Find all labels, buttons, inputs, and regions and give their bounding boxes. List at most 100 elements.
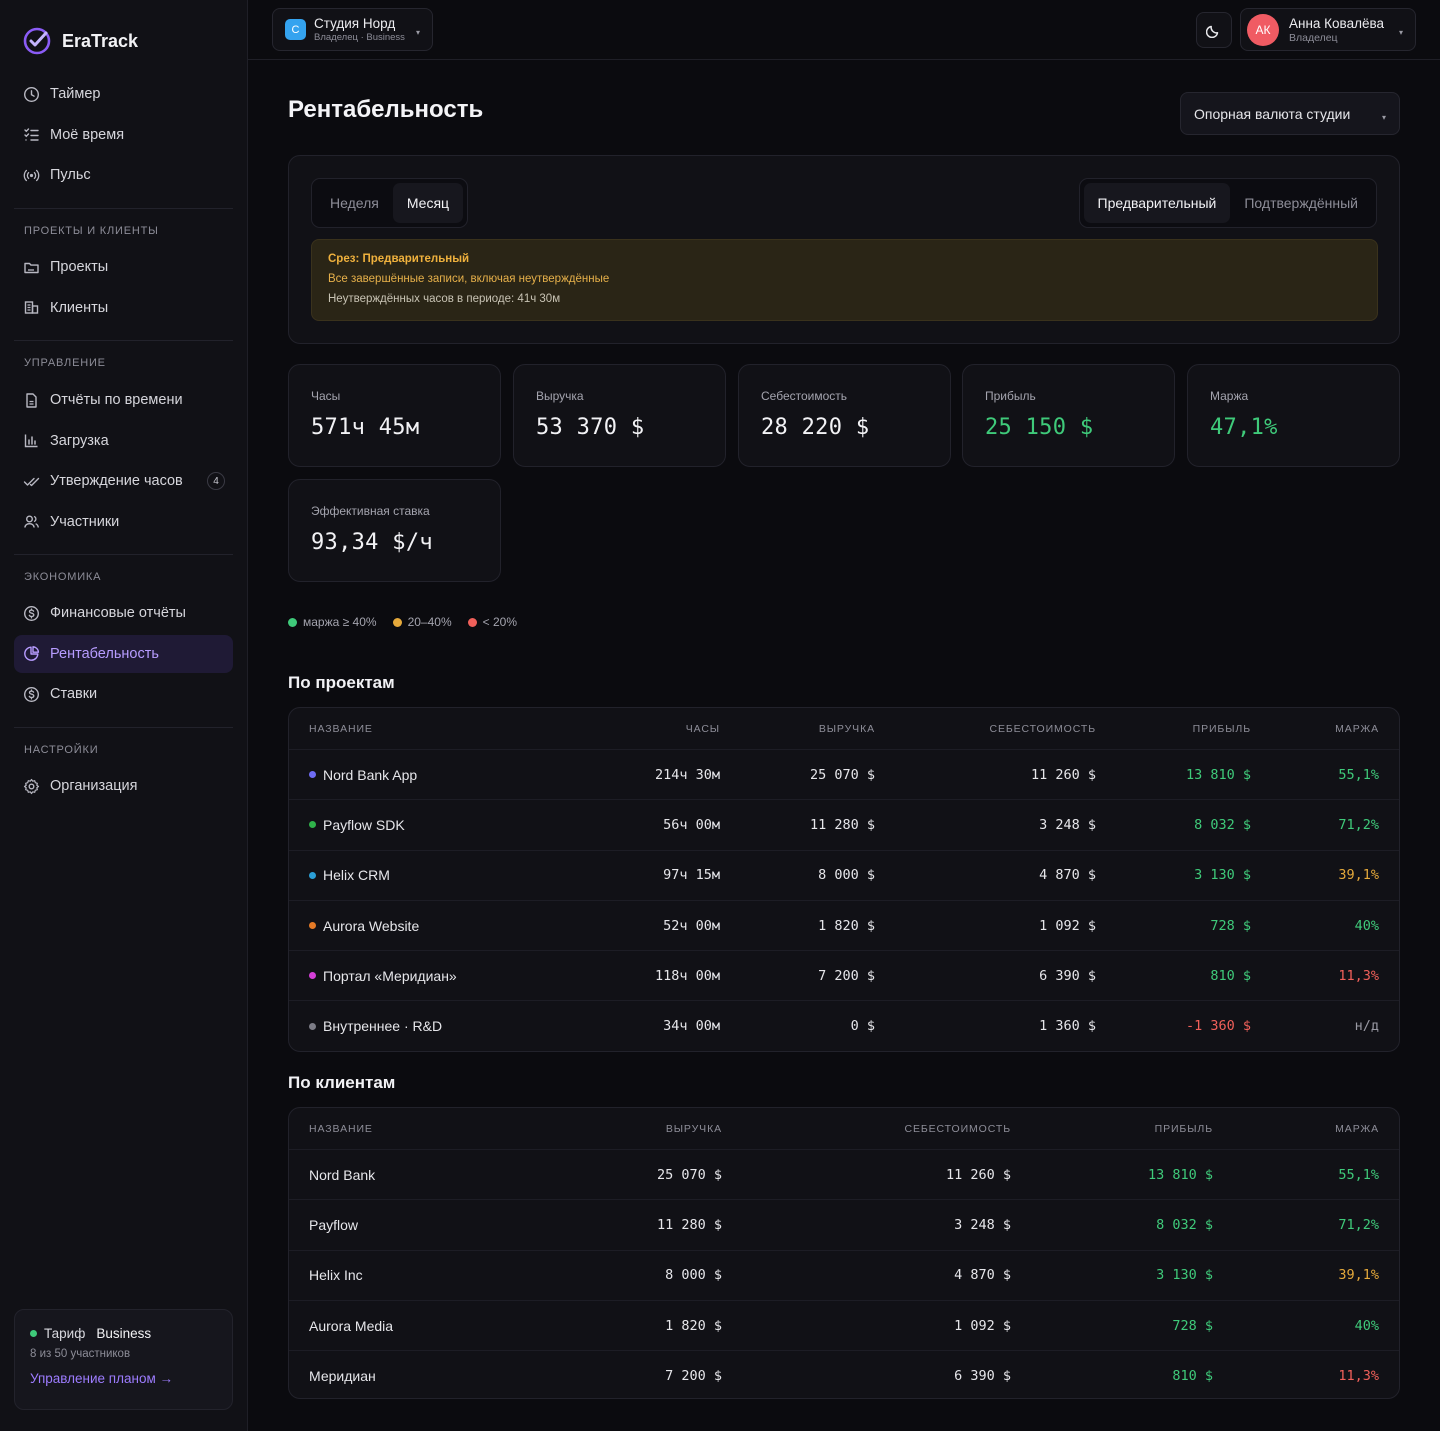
kpi-label: Маржа [1210, 389, 1249, 403]
sidebar-item-label: Утверждение часов [50, 473, 183, 489]
row-name-cell: Портал «Меридиан» [309, 951, 457, 1000]
cell-revenue: 7 200 $ [665, 1367, 722, 1384]
cell-margin: 55,1% [1338, 1166, 1379, 1183]
cell-margin: н/д [1354, 1018, 1379, 1035]
page-title: Рентабельность [288, 96, 484, 123]
table-row[interactable]: Helix CRM 97ч 15м 8 000 $ 4 870 $ 3 130 $ 39,… [289, 849, 1399, 900]
avatar: АК [1247, 13, 1279, 46]
cell-cost: 1 092 $ [1039, 917, 1096, 934]
cell-revenue: 11 280 $ [656, 1216, 722, 1233]
row-name: Меридиан [309, 1367, 376, 1384]
row-name-cell: Aurora Website [309, 901, 419, 950]
folder-icon [23, 259, 40, 276]
status-tabs: Предварительный Подтверждённый [1078, 178, 1377, 228]
sidebar-item-broadcast[interactable]: Пульс [14, 156, 233, 194]
row-name-cell: Nord Bank App [309, 750, 417, 799]
cell-revenue: 8 000 $ [665, 1267, 722, 1284]
theme-toggle-button[interactable] [1196, 12, 1232, 48]
gear-icon [23, 778, 40, 795]
cell-cost: 4 870 $ [954, 1267, 1011, 1284]
column-header[interactable]: СЕБЕСТОИМОСТЬ [989, 722, 1096, 735]
table-row[interactable]: Портал «Меридиан» 118ч 00м 7 200 $ 6 390 $ 8… [289, 950, 1399, 1000]
table-header: НАЗВАНИЕ ЧАСЫ ВЫРУЧКА СЕБЕСТОИМОСТЬ ПРИБЫЛЬ М… [289, 708, 1399, 749]
cell-profit: 13 810 $ [1185, 766, 1251, 783]
cell-margin: 11,3% [1338, 967, 1379, 984]
bar-chart-icon [23, 432, 40, 449]
column-header[interactable]: СЕБЕСТОИМОСТЬ [904, 1122, 1011, 1135]
row-name-cell: Helix CRM [309, 851, 390, 900]
kpi-card: Прибыль 25 150 $ [962, 364, 1175, 467]
table-row[interactable]: Payflow SDK 56ч 00м 11 280 $ 3 248 $ 8 032 $… [289, 799, 1399, 849]
manage-plan-link[interactable]: Управление планом → [30, 1371, 173, 1386]
table-row[interactable]: Helix Inc 8 000 $ 4 870 $ 3 130 $ 39,1% [289, 1249, 1399, 1300]
column-header[interactable]: МАРЖА [1335, 1122, 1379, 1135]
sidebar-item-document[interactable]: Отчёты по времени [14, 381, 233, 419]
sidebar-item-dollar-circle[interactable]: Финансовые отчёты [14, 594, 233, 632]
table-row[interactable]: Aurora Website 52ч 00м 1 820 $ 1 092 $ 728 $… [289, 899, 1399, 950]
column-header[interactable]: ПРИБЫЛЬ [1154, 1122, 1213, 1135]
broadcast-icon [23, 167, 40, 184]
row-name-cell: Payflow SDK [309, 800, 405, 849]
row-name: Портал «Меридиан» [323, 967, 457, 984]
table-row[interactable]: Nord Bank 25 070 $ 11 260 $ 13 810 $ 55,1% [289, 1149, 1399, 1199]
column-header[interactable]: ВЫРУЧКА [665, 1122, 722, 1135]
kpi-card: Часы 571ч 45м [288, 364, 501, 467]
clock-icon [23, 86, 40, 103]
column-header[interactable]: ВЫРУЧКА [818, 722, 875, 735]
column-header[interactable]: ЧАСЫ [685, 722, 720, 735]
sidebar-section-title: НАСТРОЙКИ [24, 744, 99, 756]
sidebar-item-dollar-circle[interactable]: Ставки [14, 675, 233, 713]
sidebar-item-users[interactable]: Участники [14, 503, 233, 541]
table-row[interactable]: Меридиан 7 200 $ 6 390 $ 810 $ 11,3% [289, 1350, 1399, 1398]
cell-hours: 214ч 30м [654, 766, 720, 783]
period-tab-0[interactable]: Неделя [330, 195, 379, 211]
clients-table: НАЗВАНИЕ ВЫРУЧКА СЕБЕСТОИМОСТЬ ПРИБЫЛЬ МАРЖА… [288, 1107, 1400, 1399]
studio-switcher[interactable]: С Студия Норд Владелец · Business ▾ [272, 8, 433, 51]
column-header[interactable]: МАРЖА [1335, 722, 1379, 735]
cell-margin: 40% [1354, 1317, 1379, 1334]
dollar-circle-icon [23, 605, 40, 622]
cell-profit: 8 032 $ [1194, 816, 1251, 833]
logo[interactable]: EraTrack [22, 26, 138, 56]
table-row[interactable]: Payflow 11 280 $ 3 248 $ 8 032 $ 71,2% [289, 1199, 1399, 1249]
kpi-card: Маржа 47,1% [1187, 364, 1400, 467]
cell-revenue: 0 $ [850, 1018, 875, 1035]
period-tab-1[interactable]: Месяц [392, 183, 464, 223]
table-row[interactable]: Aurora Media 1 820 $ 1 092 $ 728 $ 40% [289, 1299, 1399, 1350]
sidebar-item-double-check[interactable]: Утверждение часов 4 [14, 462, 233, 500]
sidebar-divider [14, 727, 233, 728]
kpi-label: Выручка [536, 389, 584, 403]
sidebar-item-label: Рентабельность [50, 645, 159, 662]
clients-section-title: По клиентам [288, 1073, 396, 1092]
row-name-cell: Внутреннее · R&D [309, 1001, 442, 1050]
column-header[interactable]: ПРИБЫЛЬ [1192, 722, 1251, 735]
status-tab-0[interactable]: Предварительный [1083, 183, 1231, 223]
sidebar-item-list-check[interactable]: Моё время [14, 116, 233, 154]
kpi-value: 25 150 $ [985, 415, 1094, 440]
column-header[interactable]: НАЗВАНИЕ [309, 722, 373, 735]
sidebar-item-label: Организация [50, 778, 138, 794]
sidebar-item-pie-chart[interactable]: Рентабельность [14, 634, 233, 673]
cell-profit: 8 032 $ [1156, 1216, 1213, 1233]
logo-icon [23, 27, 51, 55]
sidebar-item-folder[interactable]: Проекты [14, 248, 233, 286]
sidebar-item-bar-chart[interactable]: Загрузка [14, 422, 233, 460]
cell-margin: 39,1% [1338, 867, 1379, 884]
project-color-dot [309, 821, 316, 829]
sidebar-item-clock[interactable]: Таймер [14, 75, 233, 113]
cell-revenue: 1 820 $ [665, 1317, 722, 1334]
status-tab-1[interactable]: Подтверждённый [1244, 195, 1358, 211]
sidebar-item-label: Таймер [50, 86, 101, 102]
sidebar-item-label: Отчёты по времени [50, 392, 183, 408]
table-row[interactable]: Внутреннее · R&D 34ч 00м 0 $ 1 360 $ -1 360 … [289, 1000, 1399, 1050]
base-currency-select[interactable]: Опорная валюта студии ▾ [1180, 92, 1400, 135]
sidebar-item-building[interactable]: Клиенты [14, 289, 233, 327]
row-name: Payflow [309, 1216, 359, 1233]
sidebar-item-gear[interactable]: Организация [14, 767, 233, 805]
sidebar-item-label: Пульс [50, 167, 91, 183]
plan-card: Тариф Business 8 из 50 участников Управл… [14, 1309, 233, 1410]
table-header: НАЗВАНИЕ ВЫРУЧКА СЕБЕСТОИМОСТЬ ПРИБЫЛЬ МАРЖА [289, 1108, 1399, 1149]
table-row[interactable]: Nord Bank App 214ч 30м 25 070 $ 11 260 $ 13 … [289, 749, 1399, 799]
user-menu[interactable]: АК Анна Ковалёва Владелец ▾ [1240, 8, 1416, 51]
column-header[interactable]: НАЗВАНИЕ [309, 1122, 373, 1135]
